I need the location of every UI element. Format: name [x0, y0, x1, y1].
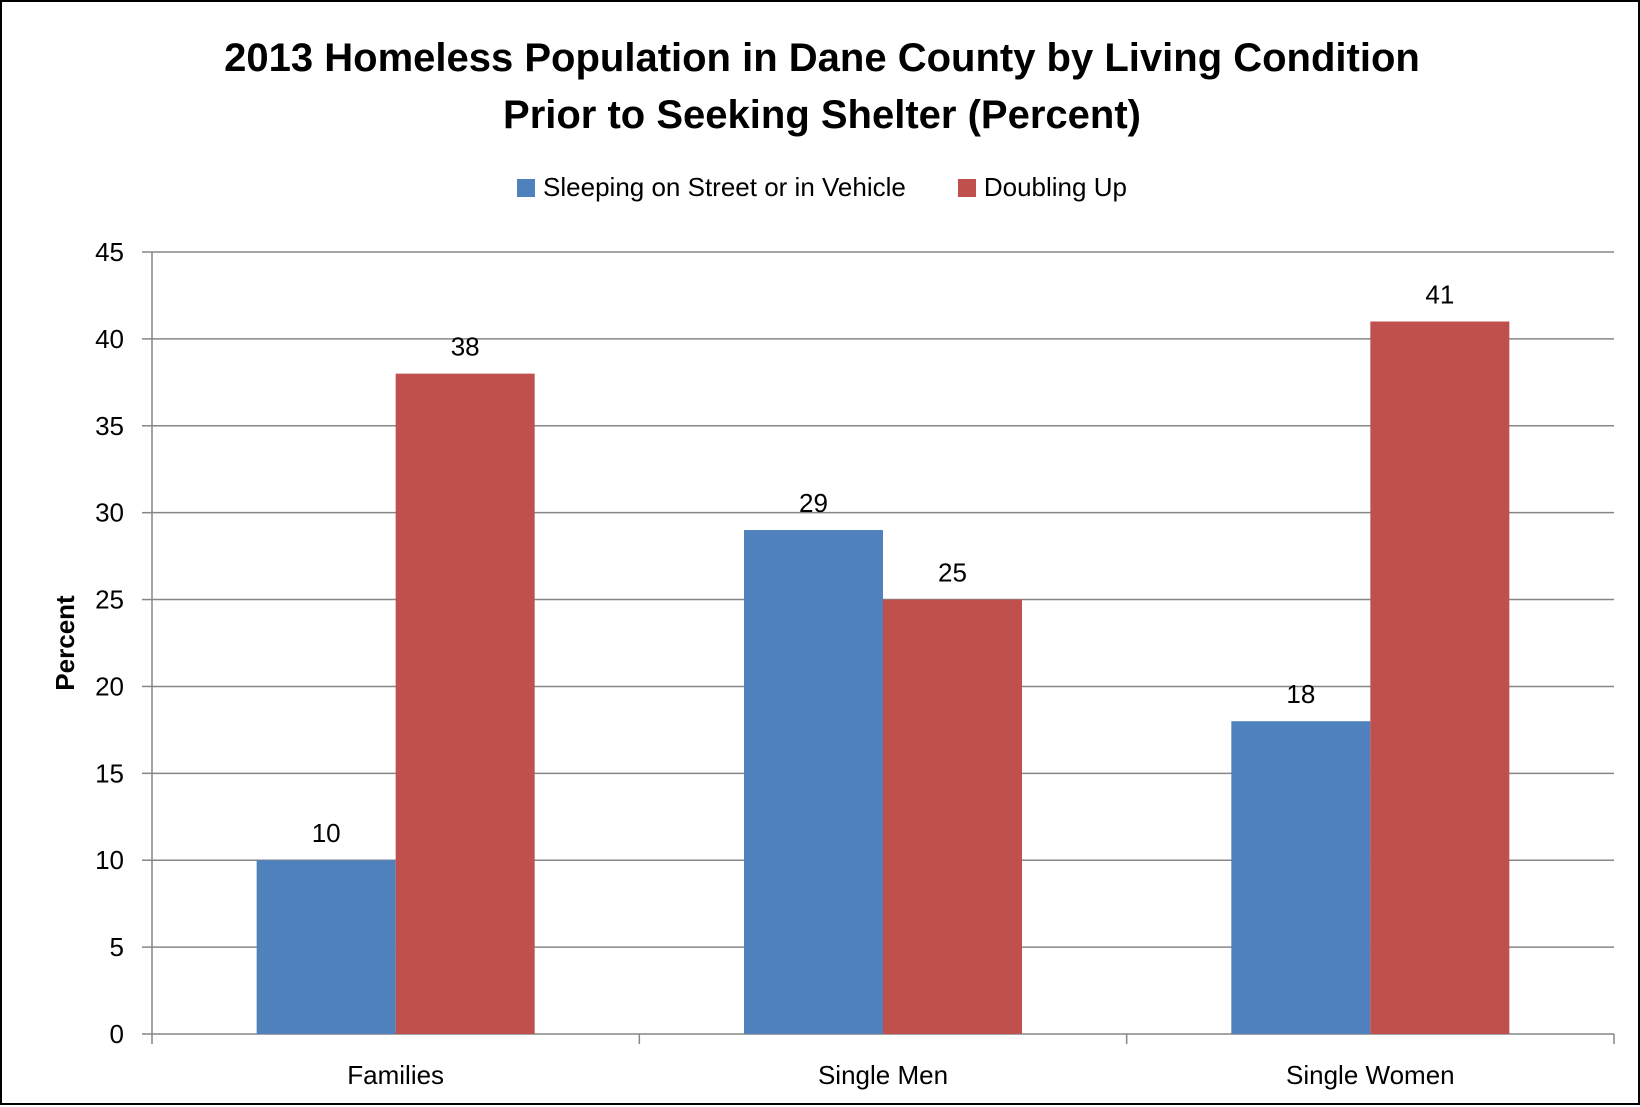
bar-doubling-up — [883, 599, 1022, 1034]
y-tick-label: 0 — [110, 1019, 124, 1049]
x-tick-label: Single Women — [1286, 1060, 1455, 1090]
y-tick-label: 25 — [95, 585, 124, 615]
bar-doubling-up — [395, 373, 535, 1035]
data-label: 41 — [1425, 280, 1454, 310]
legend-label-doubling-up: Doubling Up — [983, 172, 1127, 202]
y-tick-label: 15 — [95, 758, 124, 788]
x-tick-label: Families — [347, 1060, 444, 1090]
legend-label-sleeping-on-street: Sleeping on Street or in Vehicle — [543, 172, 906, 202]
legend-item-doubling-up: Doubling Up — [957, 172, 1127, 203]
y-tick-label: 20 — [95, 671, 124, 701]
data-label: 25 — [938, 558, 967, 588]
bar-sleeping-on-street — [744, 530, 883, 1034]
data-label: 29 — [799, 488, 828, 518]
bar-doubling-up — [1370, 321, 1510, 1034]
legend-swatch-sleeping-on-street — [517, 178, 536, 197]
legend-swatch-doubling-up — [957, 178, 976, 197]
legend: Sleeping on Street or in Vehicle Doublin… — [2, 172, 1640, 203]
data-label: 10 — [312, 818, 341, 848]
y-tick-label: 35 — [95, 411, 124, 441]
y-tick-label: 30 — [95, 498, 124, 528]
y-tick-label: 40 — [95, 324, 124, 354]
chart-title: 2013 Homeless Population in Dane County … — [2, 30, 1640, 144]
chart-title-line-1: 2013 Homeless Population in Dane County … — [224, 36, 1420, 80]
y-tick-label: 5 — [110, 932, 124, 962]
bar-sleeping-on-street — [256, 860, 396, 1034]
x-tick-label: Single Men — [818, 1060, 948, 1090]
data-label: 18 — [1286, 679, 1315, 709]
data-label: 38 — [451, 332, 480, 362]
legend-item-sleeping-on-street: Sleeping on Street or in Vehicle — [517, 172, 906, 203]
y-tick-label: 45 — [95, 237, 124, 267]
bar-sleeping-on-street — [1231, 721, 1371, 1034]
y-axis-title: Percent — [50, 595, 80, 691]
y-tick-label: 10 — [95, 845, 124, 875]
chart-title-line-2: Prior to Seeking Shelter (Percent) — [503, 93, 1141, 137]
